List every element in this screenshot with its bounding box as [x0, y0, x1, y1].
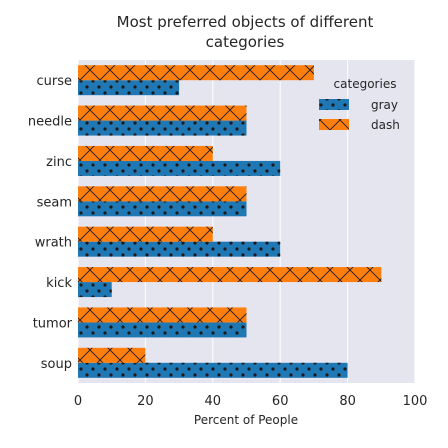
- y-tick-label-zinc: zinc: [46, 155, 72, 170]
- y-tick-label-kick: kick: [46, 276, 72, 291]
- bar-kick-dash: [78, 267, 382, 283]
- bars: [78, 65, 382, 378]
- legend-items: gray dash: [319, 98, 400, 132]
- x-tick-label: 0: [74, 394, 82, 409]
- bar-needle-dash: [78, 105, 247, 121]
- chart-title-line-2: categories: [206, 33, 285, 51]
- x-tick-label: 60: [272, 394, 289, 409]
- y-tick-label-seam: seam: [37, 195, 72, 210]
- x-tick-label: 40: [205, 394, 222, 409]
- y-tick-label-curse: curse: [36, 74, 72, 89]
- legend: categories gray dash: [319, 77, 400, 132]
- x-tick-label: 20: [137, 394, 154, 409]
- bar-tumor-dash: [78, 307, 247, 323]
- bar-wrath-dash: [78, 226, 213, 242]
- chart-title-line-1: Most preferred objects of different: [117, 13, 374, 31]
- y-tick-labels: curse needle zinc seam wrath kick tumor soup: [28, 74, 73, 372]
- legend-item-gray: gray: [319, 98, 398, 112]
- x-tick-label: 80: [339, 394, 356, 409]
- bar-soup-gray: [78, 362, 348, 378]
- bar-seam-dash: [78, 186, 247, 202]
- bar-curse-gray: [78, 80, 180, 96]
- y-tick-label-soup: soup: [41, 357, 72, 372]
- legend-title: categories: [334, 77, 397, 91]
- bar-curse-dash: [78, 65, 314, 81]
- bar-zinc-gray: [78, 160, 281, 176]
- legend-item-dash: dash: [319, 118, 400, 132]
- bar-needle-gray: [78, 120, 247, 136]
- x-tick-label: 100: [403, 394, 428, 409]
- y-tick-label-wrath: wrath: [35, 236, 72, 251]
- y-tick-label-needle: needle: [28, 115, 72, 130]
- bar-zinc-dash: [78, 145, 213, 161]
- bar-soup-dash: [78, 347, 146, 363]
- x-axis-label: Percent of People: [194, 413, 298, 427]
- x-tick-labels: 0 20 40 60 80 100: [74, 394, 428, 409]
- bar-wrath-gray: [78, 241, 281, 257]
- legend-label-dash: dash: [371, 118, 400, 132]
- bar-seam-gray: [78, 201, 247, 217]
- y-tick-label-tumor: tumor: [33, 316, 73, 331]
- bar-tumor-gray: [78, 322, 247, 338]
- legend-label-gray: gray: [371, 98, 398, 112]
- bar-kick-gray: [78, 282, 112, 298]
